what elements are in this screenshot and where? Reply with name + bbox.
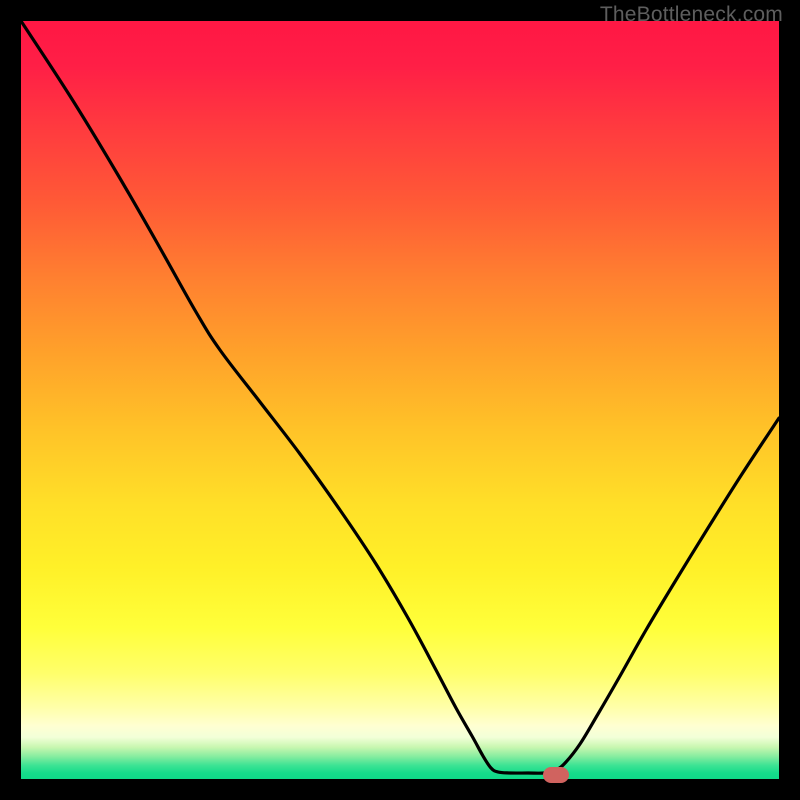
optimum-marker (543, 767, 569, 783)
watermark-text: TheBottleneck.com (600, 3, 783, 27)
plot-background (21, 21, 779, 779)
bottleneck-chart: TheBottleneck.com (0, 0, 800, 800)
chart-svg (0, 0, 800, 800)
